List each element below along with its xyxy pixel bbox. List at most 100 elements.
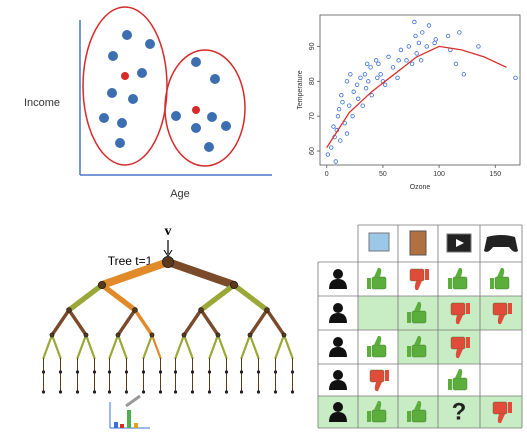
point (387, 55, 391, 59)
point (326, 153, 330, 157)
point (410, 62, 414, 66)
point (352, 90, 356, 94)
user-icon (329, 269, 347, 289)
leaf-node (159, 370, 162, 373)
leaf-node (291, 370, 294, 373)
point (365, 62, 369, 66)
leaf-node (142, 370, 145, 373)
tree-edge (267, 310, 284, 335)
tree-edge (52, 335, 61, 358)
user-icon (329, 303, 347, 323)
centroids (121, 72, 200, 114)
tree-edge (250, 335, 259, 358)
thumb-up (448, 369, 467, 390)
scatter-panel: Temperature Ozone 05010015060708090 (297, 15, 520, 191)
photo-icon (369, 233, 389, 251)
point (446, 34, 450, 38)
point (377, 62, 381, 66)
x-label: Age (170, 188, 190, 200)
point (433, 41, 437, 45)
user-head (333, 370, 343, 380)
user-head (333, 402, 343, 412)
thumb-cuff (367, 278, 371, 289)
leaf-node (42, 370, 45, 373)
cluster-panel: Income Age (24, 7, 272, 200)
leaf-node (125, 370, 128, 373)
tree-edge (44, 335, 53, 358)
leaf-node (240, 390, 243, 393)
tree-node (98, 281, 105, 288)
tree-node (182, 333, 186, 337)
leaf-node (291, 390, 294, 393)
book-icon (410, 231, 426, 255)
leaf-node (108, 370, 111, 373)
thumb-cuff (466, 337, 470, 348)
leaf-node (191, 370, 194, 373)
tree-edge (250, 310, 267, 335)
point (379, 73, 383, 77)
y-tick-label: 70 (309, 112, 316, 120)
leaf-node (159, 390, 162, 393)
point (361, 104, 365, 108)
thumb-down (370, 370, 389, 391)
point (425, 45, 429, 49)
point (415, 52, 419, 56)
point (347, 104, 351, 108)
point (369, 66, 373, 70)
thumb-palm (493, 303, 507, 315)
thumb-palm (412, 311, 426, 323)
thumb-cuff (508, 303, 512, 314)
thumb-palm (410, 269, 424, 281)
tree-edge (201, 310, 218, 335)
thumb-cuff (490, 278, 494, 289)
tree-edge (210, 335, 219, 358)
tree-edge (152, 335, 161, 358)
thumb-palm (372, 277, 386, 289)
leaf-node (174, 370, 177, 373)
tree-edge (118, 335, 127, 358)
leaf-node (108, 390, 111, 393)
thumb-cuff (407, 346, 411, 357)
x-tick-label: 0 (325, 171, 329, 178)
thumb-palm (451, 337, 465, 349)
point (413, 20, 417, 24)
thumb-palm (412, 345, 426, 357)
user-body (329, 313, 347, 323)
point (345, 79, 349, 83)
leaf-node (76, 390, 79, 393)
point (454, 62, 458, 66)
tree-edge (52, 310, 69, 335)
thumb-up (367, 268, 386, 289)
tree-edge (201, 285, 234, 310)
fit-line (327, 46, 507, 147)
thumb-finger (415, 281, 422, 290)
tree-panel: v Tree t=1 (42, 224, 294, 428)
point (367, 79, 371, 83)
thumb-palm (493, 402, 507, 414)
thumb-down (410, 269, 429, 290)
tree-edge (184, 310, 201, 335)
leaf-node (225, 370, 228, 373)
point (396, 76, 400, 80)
tree-edge (69, 310, 86, 335)
tree-edge (69, 285, 102, 310)
user-body (329, 380, 347, 390)
point (374, 59, 378, 63)
point (349, 73, 353, 77)
point (351, 114, 355, 118)
thumb-up (448, 268, 467, 289)
user-icon (329, 337, 347, 357)
thumb-finger (374, 268, 381, 277)
thumb-palm (370, 370, 384, 382)
point (355, 83, 359, 87)
unknown-rating: ? (452, 398, 467, 425)
tree-node (265, 308, 270, 313)
point (363, 73, 367, 77)
leaf-node (257, 390, 260, 393)
y-tick-label: 90 (309, 42, 316, 50)
user-body (329, 347, 347, 357)
leaf-node (208, 370, 211, 373)
point (364, 86, 368, 90)
point (427, 24, 431, 28)
thumb-palm (453, 277, 467, 289)
